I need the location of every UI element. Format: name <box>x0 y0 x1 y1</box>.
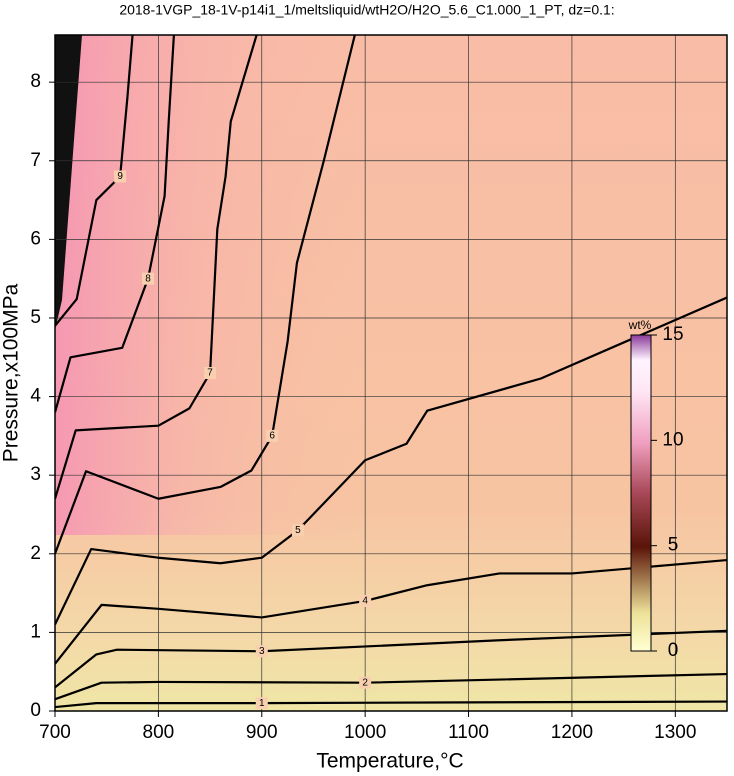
contour-label-bg <box>359 676 372 689</box>
y-tick-label: 8 <box>30 71 41 92</box>
x-tick-label: 1000 <box>344 722 386 743</box>
contour-label: 3 <box>259 646 265 657</box>
contour-line <box>55 35 134 327</box>
colorbar-tick-label: 15 <box>662 324 683 345</box>
y-tick-label: 0 <box>30 700 41 721</box>
x-tick-label: 900 <box>246 722 278 743</box>
chart-title: 2018-1VGP_18-1V-p14i1_1/meltsliquid/wtH2… <box>119 2 614 18</box>
x-tick-label: 1200 <box>551 722 593 743</box>
x-tick-label: 700 <box>39 722 71 743</box>
contour-labels: 1 2 3 4 5 6 7 8 9 <box>114 170 372 710</box>
contour-label-bg <box>142 272 155 285</box>
x-tick-label: 1300 <box>654 722 696 743</box>
colorbar-gradient <box>630 334 652 652</box>
y-tick-label: 7 <box>30 150 41 171</box>
contour-label-bg <box>114 170 127 183</box>
contour-label: 5 <box>295 525 301 536</box>
x-tick-label: 1100 <box>448 722 489 743</box>
x-tick-label: 800 <box>143 722 175 743</box>
y-tick-label: 5 <box>30 307 41 328</box>
contour-label-bg <box>291 524 304 537</box>
contour-label-bg <box>255 645 268 658</box>
contour-label-bg <box>255 697 268 710</box>
y-axis-label: Pressure,x100MPa <box>0 283 23 462</box>
x-axis-label: Temperature,°C <box>316 750 463 773</box>
y-tick-label: 2 <box>30 543 41 564</box>
dense-contours <box>55 35 82 330</box>
colorbar-tick-label: 10 <box>662 429 683 450</box>
contour-label: 6 <box>269 431 275 442</box>
contour-label: 2 <box>362 677 368 688</box>
contour-label-bg <box>359 594 372 607</box>
contour-label: 7 <box>207 368 213 379</box>
plot-frame <box>54 34 728 712</box>
colorbar: wt% 0 5 10 15 <box>628 318 684 661</box>
contour-label-bg <box>266 429 279 442</box>
colorbar-label: wt% <box>628 318 652 332</box>
y-tick-label: 6 <box>30 228 41 249</box>
colorbar-tick-label: 5 <box>668 535 679 556</box>
contour-label: 8 <box>145 273 151 284</box>
colorbar-tick-label: 0 <box>668 640 679 661</box>
contour-label: 1 <box>259 698 265 709</box>
contour-line <box>55 629 727 689</box>
y-tick-label: 4 <box>30 386 41 407</box>
y-tick-label: 1 <box>30 621 41 642</box>
contour-line <box>55 672 727 701</box>
contour-label-bg <box>204 367 217 379</box>
y-tick-label: 3 <box>30 464 41 485</box>
contour-label: 4 <box>362 596 368 607</box>
contour-line <box>55 35 356 555</box>
contour-label: 9 <box>117 171 123 182</box>
